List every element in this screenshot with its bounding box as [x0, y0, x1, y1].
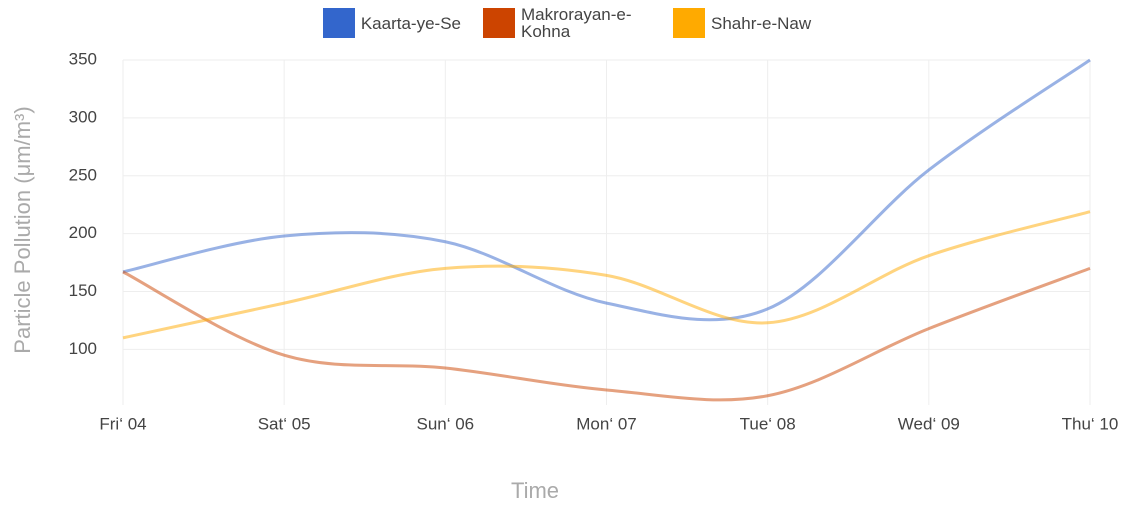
legend-label: Makrorayan-e-Kohna	[521, 5, 632, 41]
line	[122, 266, 1091, 402]
legend-swatch	[673, 8, 705, 38]
y-axis-title: Particle Pollution (μm/m³)	[10, 106, 35, 353]
line	[122, 58, 1091, 322]
y-tick-label: 300	[69, 107, 97, 126]
y-tick-label: 150	[69, 281, 97, 300]
legend-swatch	[483, 8, 515, 38]
x-axis-title: Time	[511, 478, 559, 503]
x-tick-label: Sun‘ 06	[416, 414, 474, 433]
x-tick-label: Sat‘ 05	[258, 414, 311, 433]
legend-item[interactable]: Makrorayan-e-Kohna	[483, 6, 651, 40]
y-tick-label: 200	[69, 223, 97, 242]
x-tick-label: Tue‘ 08	[740, 414, 796, 433]
x-tick-label: Thu‘ 10	[1062, 414, 1119, 433]
legend-item[interactable]: Kaarta-ye-Se	[322, 6, 461, 40]
y-tick-label: 250	[69, 165, 97, 184]
legend-item[interactable]: Shahr-e-Naw	[673, 6, 811, 40]
y-tick-label: 100	[69, 339, 97, 358]
legend-label: Shahr-e-Naw	[711, 13, 812, 33]
legend-label: Kaarta-ye-Se	[360, 13, 461, 33]
x-tick-label: Wed‘ 09	[898, 414, 960, 433]
legend: Kaarta-ye-Se Makrorayan-e-Kohna Shahr-e-Na…	[0, 6, 1134, 40]
x-tick-label: Mon‘ 07	[576, 414, 636, 433]
y-tick-label: 350	[69, 49, 97, 68]
legend-swatch	[322, 8, 355, 38]
line	[122, 210, 1091, 340]
x-tick-label: Fri‘ 04	[99, 414, 146, 433]
